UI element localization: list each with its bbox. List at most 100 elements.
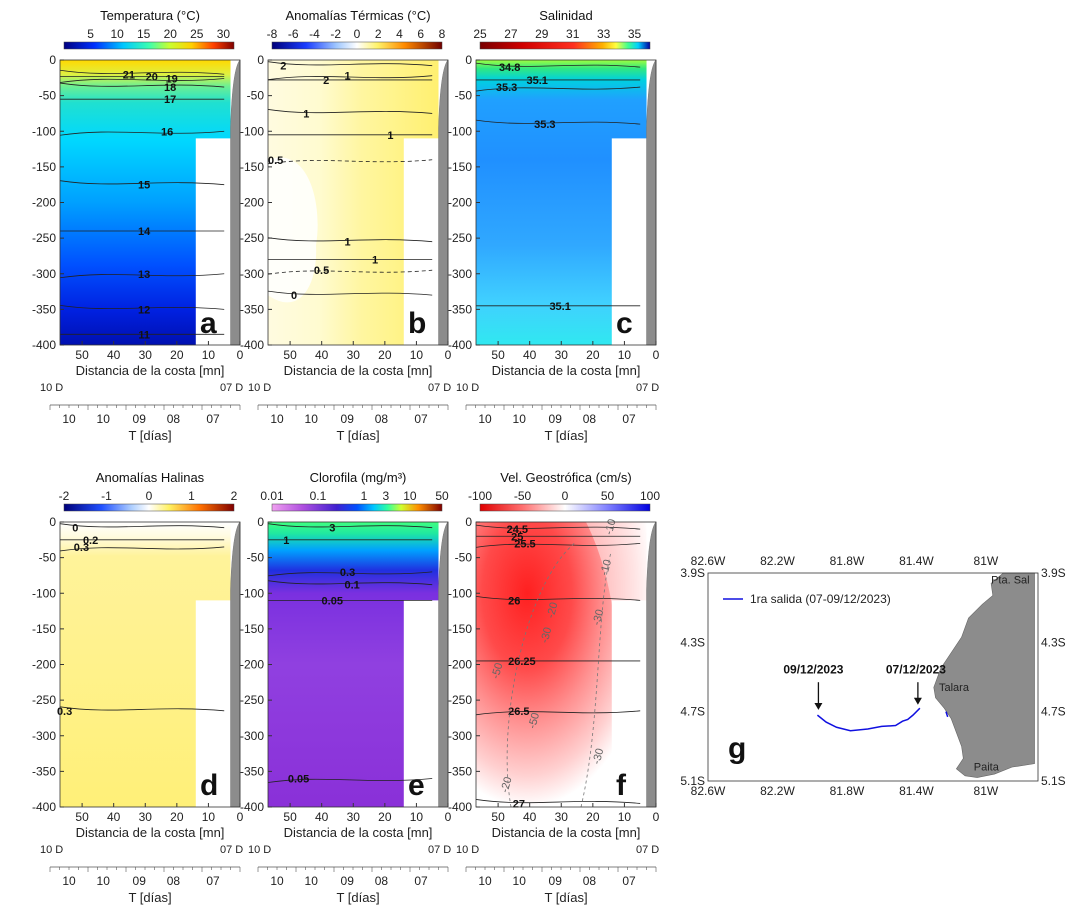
y-tick-label: -150 (240, 622, 264, 636)
colorbar-tick-label: 8 (439, 27, 446, 41)
contour-line (59, 82, 225, 88)
contour-line (267, 778, 433, 783)
time-tick-label: 07 (622, 412, 636, 426)
colorbar-tick-label: 5 (87, 27, 94, 41)
contour-line (475, 595, 641, 601)
map-bottom-tick-label: 81W (974, 784, 999, 798)
y-tick-label: 0 (257, 515, 264, 529)
contour-label: 35.1 (549, 301, 570, 313)
colorbar-tick-label: 1 (188, 489, 195, 503)
panel-letter: e (408, 769, 425, 802)
colorbar (63, 41, 235, 50)
contour-label: 26.25 (508, 656, 536, 668)
contour-label: 0 (72, 523, 78, 535)
y-tick-label: -400 (448, 800, 472, 814)
contour-label: 0.5 (314, 265, 329, 277)
contour-label: 2 (323, 75, 329, 87)
field-core (268, 157, 318, 303)
time-axis-label: T [días] (128, 890, 171, 905)
time-tick-label: 10 (62, 874, 76, 888)
x-tick-label: 50 (75, 348, 89, 362)
colorbar (271, 41, 443, 50)
map-left-tick-label: 4.3S (680, 635, 705, 649)
time-axis-label: T [días] (128, 428, 171, 443)
velocity-contour-label: -30 (591, 747, 607, 765)
x-tick-label: 0 (237, 810, 244, 824)
panel-letter: d (200, 769, 218, 802)
time-tick-label: 10 (478, 874, 492, 888)
y-tick-label: -200 (448, 658, 472, 672)
contour-label: 1 (372, 255, 378, 267)
date-right: 07 D (428, 382, 451, 394)
colorbar-tick-label: 30 (217, 27, 231, 41)
contour-line (267, 269, 433, 275)
x-tick-label: 0 (445, 810, 452, 824)
map-right-tick-label: 5.1S (1041, 774, 1066, 788)
x-tick-label: 10 (618, 348, 632, 362)
contour-label: 0.2 (83, 535, 98, 547)
date-right: 07 D (428, 844, 451, 856)
time-tick-label: 08 (375, 874, 389, 888)
y-tick-label: -300 (32, 267, 56, 281)
contour-label: 12 (138, 304, 150, 316)
y-tick-label: -50 (455, 551, 473, 565)
colorbar-tick-label: 27 (504, 27, 518, 41)
x-axis-label: Distancia de la costa [mn] (284, 825, 433, 840)
x-tick-label: 40 (107, 810, 121, 824)
panel-title: Temperatura (°C) (100, 8, 200, 23)
panel-b: Anomalías Térmicas (°C)-8 -6 -4 -2 0 2 4 6 822 11… (240, 8, 452, 443)
velocity-contour (506, 541, 577, 808)
y-tick-label: -200 (448, 196, 472, 210)
contour-line (267, 61, 433, 67)
contour-line (267, 571, 433, 577)
colorbar-tick-label: -6 (288, 27, 299, 41)
colorbar-tick-label: 35 (628, 27, 642, 41)
y-tick-label: -350 (32, 302, 56, 316)
y-tick-label: -400 (32, 338, 56, 352)
no-data-gap (611, 600, 647, 807)
y-tick-label: -200 (32, 196, 56, 210)
x-tick-label: 20 (170, 348, 184, 362)
time-tick-label: 08 (583, 412, 597, 426)
time-tick-label: 10 (305, 412, 319, 426)
y-tick-label: -250 (32, 231, 56, 245)
panel-letter: f (616, 769, 627, 802)
map-right-tick-label: 4.7S (1041, 705, 1066, 719)
annotation-start-date: 07/12/2023 (886, 663, 946, 677)
contour-label: 26.5 (508, 706, 529, 718)
map-top-tick-label: 82.6W (691, 554, 726, 568)
time-tick-label: 09 (341, 874, 355, 888)
y-tick-label: -150 (32, 160, 56, 174)
contour-label: 25 (511, 531, 523, 543)
y-tick-label: -100 (32, 124, 56, 138)
contour-label: 0.1 (345, 580, 360, 592)
time-tick-label: 07 (414, 412, 428, 426)
time-tick-label: 08 (167, 874, 181, 888)
date-left: 10 D (248, 844, 271, 856)
x-axis-label: Distancia de la costa [mn] (492, 363, 641, 378)
time-tick-label: 08 (375, 412, 389, 426)
time-tick-label: 10 (478, 412, 492, 426)
y-tick-label: -350 (240, 764, 264, 778)
contour-line (267, 237, 433, 243)
y-tick-label: -300 (32, 729, 56, 743)
velocity-contour-label: -50 (526, 711, 542, 729)
panel-c: Salinidad 25 27 29 31 33 35 34.8 35.1 35.3 35.3 35.… (448, 8, 660, 443)
contour-label: 1 (283, 535, 289, 547)
y-tick-label: 0 (465, 53, 472, 67)
time-tick-label: 08 (583, 874, 597, 888)
y-tick-label: -400 (240, 338, 264, 352)
contour-line (267, 109, 433, 114)
contour-line (475, 524, 641, 530)
contour-line (59, 706, 225, 712)
contour-label: 35.1 (526, 75, 547, 87)
panel-title: Anomalías Térmicas (°C) (285, 8, 430, 23)
colorbar-tick-label: 6 (417, 27, 424, 41)
colorbar-tick-label: -8 (267, 27, 278, 41)
contour-label: 0.05 (322, 595, 343, 607)
colorbar-tick-label: 25 (190, 27, 204, 41)
y-tick-label: -300 (240, 267, 264, 281)
contour-label: 1 (344, 71, 350, 83)
y-tick-label: -400 (448, 338, 472, 352)
y-tick-label: -50 (247, 89, 265, 103)
